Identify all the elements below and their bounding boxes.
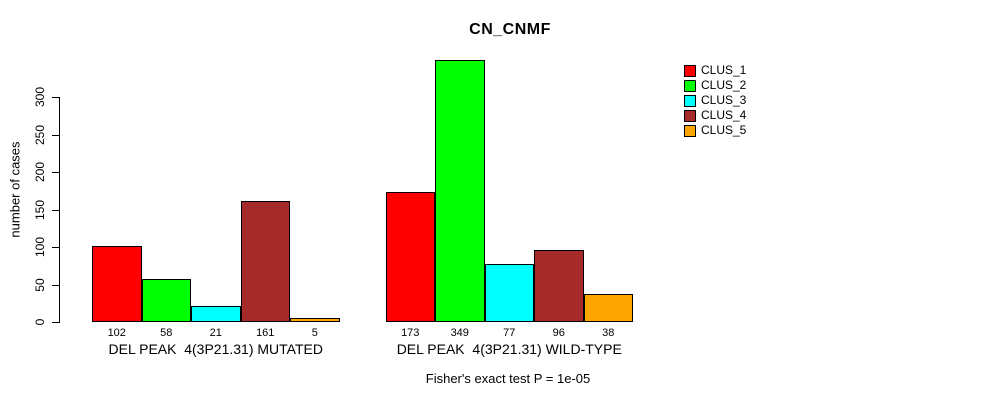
bar-clus_2-group1 [141, 278, 191, 322]
y-axis-tick [52, 247, 59, 248]
legend-item-clus_4: CLUS_4 [684, 108, 746, 123]
bar-value-label: 58 [160, 327, 173, 339]
y-axis-tick [52, 209, 59, 211]
legend-swatch-clus_2 [684, 79, 696, 92]
legend-item-label: CLUS_5 [701, 123, 747, 137]
y-axis-tick [52, 284, 59, 286]
legend-item-clus_1: CLUS_1 [684, 63, 746, 78]
fisher-test-annotation: Fisher's exact test P = 1e-05 [425, 371, 591, 386]
bar-clus_1-group1 [92, 245, 142, 322]
legend-item-clus_5: CLUS_5 [684, 123, 746, 138]
legend-item-label: CLUS_1 [701, 63, 747, 77]
legend-swatch-clus_5 [684, 124, 696, 137]
y-axis-line [59, 97, 60, 323]
legend-item-clus_2: CLUS_2 [684, 78, 746, 93]
legend-item-label: CLUS_4 [701, 108, 747, 122]
legend-item-clus_3: CLUS_3 [684, 93, 746, 108]
bar-clus_4-group1 [240, 201, 290, 322]
y-axis-tick [52, 322, 59, 323]
y-axis-tick-label: 150 [33, 199, 47, 220]
group-label-1: DEL PEAK 4(3P21.31) MUTATED [108, 341, 323, 357]
bar-value-label: 161 [256, 327, 275, 339]
legend-swatch-clus_3 [684, 94, 696, 107]
legend-item-label: CLUS_3 [701, 93, 747, 107]
y-axis-tick-label: 300 [33, 86, 47, 108]
y-axis-tick-label: 50 [33, 277, 47, 292]
y-axis-tick [52, 97, 59, 98]
bar-value-label: 21 [209, 327, 222, 339]
group-label-2: DEL PEAK 4(3P21.31) WILD-TYPE [396, 341, 622, 357]
bar-clus_5-group2 [583, 293, 633, 322]
legend-swatch-clus_1 [684, 64, 696, 77]
bar-clus_3-group2 [484, 264, 534, 322]
bar-value-label: 77 [503, 327, 516, 339]
bar-value-label: 5 [311, 327, 318, 339]
chart-title: CN_CNMF [469, 21, 551, 38]
bar-value-label: 349 [450, 327, 469, 339]
bar-clus_1-group2 [385, 192, 435, 322]
legend: CLUS_1 CLUS_2 CLUS_3 CLUS_4 CLUS_5 [684, 63, 746, 138]
bar-clus_5-group1 [290, 318, 340, 322]
legend-swatch-clus_4 [684, 109, 696, 122]
bar-clus_3-group1 [191, 306, 241, 322]
bar-clus_2-group2 [435, 60, 485, 322]
y-axis-tick [52, 172, 59, 173]
bar-value-label: 102 [107, 327, 126, 339]
legend-item-label: CLUS_2 [701, 78, 747, 92]
bar-value-label: 38 [602, 327, 615, 339]
y-axis-label: number of cases [7, 141, 23, 238]
bar-value-label: 173 [401, 327, 420, 339]
bar-value-label: 96 [552, 327, 565, 339]
y-axis-tick-label: 250 [33, 124, 47, 145]
y-axis-tick [52, 134, 59, 136]
bar-clus_4-group2 [534, 250, 584, 322]
